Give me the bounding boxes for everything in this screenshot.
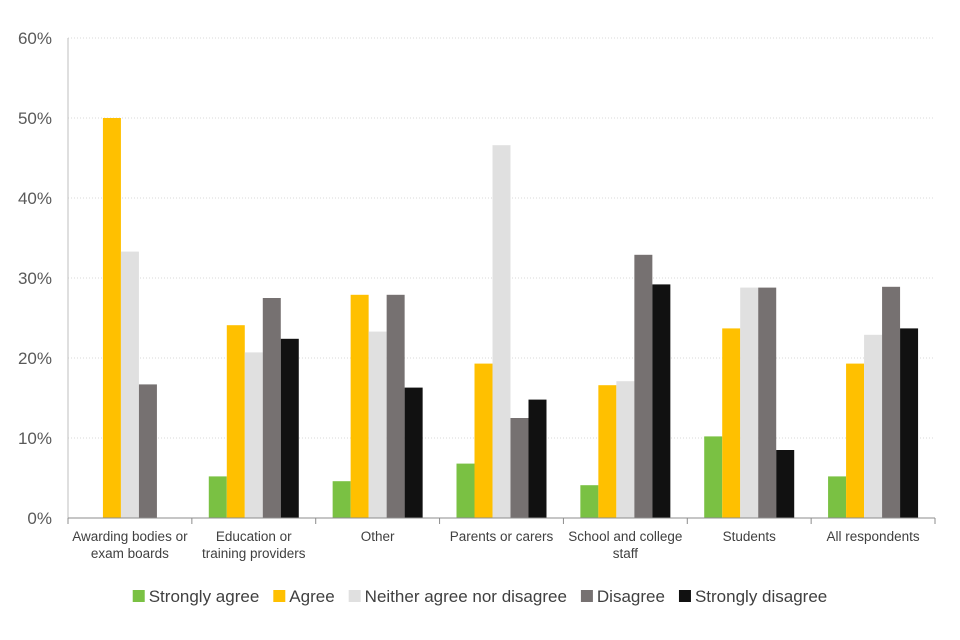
gridlines (68, 37, 935, 439)
legend: Strongly agree Agree Neither agree nor dis… (132, 587, 827, 606)
legend-swatch (348, 590, 361, 602)
legend-swatch (678, 590, 691, 602)
y-tick-label: 20% (18, 349, 52, 368)
bar (368, 331, 387, 518)
bar (280, 338, 299, 518)
legend-label: Agree (289, 587, 334, 606)
y-axis-ticks: 0% 10% 20% 30% 40% 50% 60% (18, 29, 52, 528)
bar (120, 251, 139, 518)
bar (652, 284, 671, 518)
legend-label: Strongly agree (149, 587, 260, 606)
legend-swatch (132, 590, 145, 602)
bar (722, 328, 741, 518)
bar (332, 481, 351, 518)
bar (846, 363, 865, 518)
bar (580, 485, 599, 518)
bar (882, 286, 901, 518)
x-axis (67, 38, 936, 524)
bar (740, 287, 759, 518)
bar (864, 334, 883, 518)
y-tick-label: 0% (27, 509, 52, 528)
y-tick-label: 10% (18, 429, 52, 448)
bar (758, 287, 777, 518)
y-tick-label: 30% (18, 269, 52, 288)
bar (598, 385, 617, 518)
category-label: School and college staff (568, 529, 682, 561)
category-labels: Awarding bodies or exam boards Education o… (72, 529, 920, 561)
bar (528, 399, 547, 518)
category-label: Awarding bodies or exam boards (72, 529, 188, 561)
bar (634, 254, 653, 519)
category-label: All respondents (827, 529, 920, 544)
legend-swatch (580, 590, 593, 602)
legend-swatch (273, 590, 286, 602)
category-label: Parents or carers (450, 529, 554, 544)
bar (350, 294, 369, 518)
y-tick-label: 50% (18, 109, 52, 128)
category-label: Education or training providers (202, 529, 306, 561)
bar (208, 476, 227, 518)
bars (102, 118, 919, 519)
legend-label: Disagree (597, 587, 665, 606)
bar (102, 118, 121, 518)
bar (226, 325, 245, 518)
bar (828, 476, 847, 518)
y-tick-label: 40% (18, 189, 52, 208)
bar (492, 145, 511, 518)
bar (510, 418, 529, 518)
legend-label: Strongly disagree (695, 587, 827, 606)
bar (404, 387, 423, 518)
bar (262, 298, 281, 518)
category-label: Other (361, 529, 395, 544)
legend-label: Neither agree nor disagree (365, 587, 567, 606)
y-tick-label: 60% (18, 29, 52, 48)
bar (386, 294, 405, 518)
bar (900, 328, 919, 518)
bar (776, 450, 795, 518)
bar (474, 363, 493, 518)
bar (704, 436, 723, 518)
bar (616, 381, 635, 518)
bar (244, 352, 263, 518)
bar (138, 384, 157, 518)
category-label: Students (723, 529, 777, 544)
bar (456, 463, 475, 518)
